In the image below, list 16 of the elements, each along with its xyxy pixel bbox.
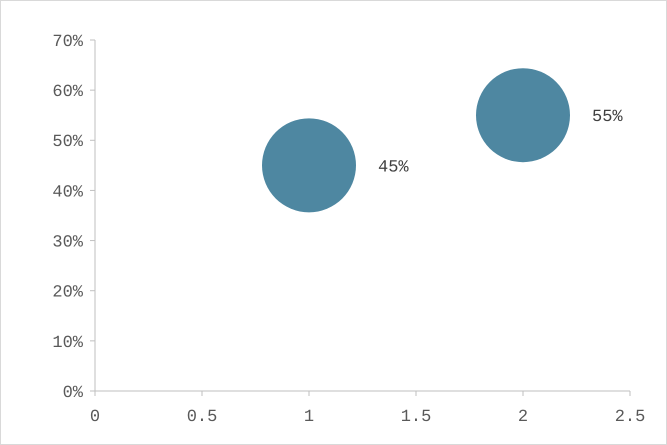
y-tick-label: 30% [52,234,84,253]
data-label: 45% [378,158,410,178]
x-tick-label: 1.5 [400,408,432,427]
y-tick-label: 70% [52,32,84,52]
x-tick-label: 0.5 [186,408,218,427]
y-tick-label: 20% [52,284,84,303]
data-label: 55% [592,108,624,128]
x-tick-label: 2.5 [614,408,646,427]
y-tick-label: 10% [52,334,84,353]
x-tick-label: 2 [518,408,528,427]
y-tick-label: 0% [62,384,84,403]
y-tick-label: 50% [52,133,84,152]
x-tick-label: 0 [90,408,100,427]
x-tick-label: 1 [304,408,314,427]
y-tick-label: 40% [52,183,84,202]
y-tick-label: 60% [52,83,84,102]
